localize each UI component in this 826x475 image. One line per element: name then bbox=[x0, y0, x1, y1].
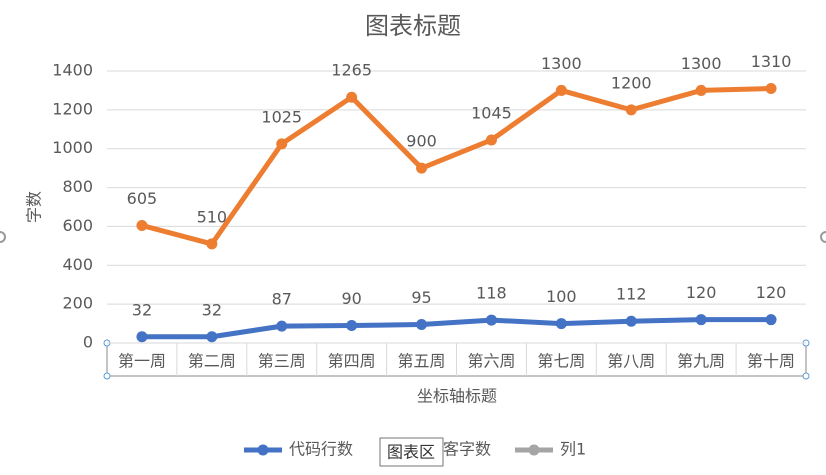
point bbox=[765, 82, 777, 94]
x-tick-label: 第三周 bbox=[258, 352, 306, 371]
point bbox=[555, 318, 567, 330]
data-label: 120 bbox=[756, 283, 787, 302]
y-tick-label: 1000 bbox=[52, 138, 93, 157]
point bbox=[136, 219, 148, 231]
x-tick-label: 第八周 bbox=[607, 352, 655, 371]
point bbox=[485, 314, 497, 326]
point bbox=[206, 331, 218, 343]
y-axis-title: 字数 bbox=[25, 191, 44, 223]
point bbox=[765, 314, 777, 326]
point bbox=[485, 134, 497, 146]
legend-marker bbox=[257, 444, 269, 456]
x-tick-label: 第六周 bbox=[467, 352, 515, 371]
point bbox=[695, 84, 707, 96]
y-tick-label: 200 bbox=[62, 294, 93, 313]
point bbox=[625, 104, 637, 116]
point bbox=[276, 138, 288, 150]
data-label: 510 bbox=[197, 207, 228, 226]
chart-handles bbox=[0, 231, 826, 243]
point bbox=[625, 315, 637, 327]
x-tick-label: 第九周 bbox=[677, 352, 725, 371]
line bbox=[141, 317, 772, 340]
data-label: 87 bbox=[272, 290, 292, 309]
point bbox=[416, 319, 428, 331]
point bbox=[346, 320, 358, 332]
x-tick-label: 第一周 bbox=[118, 352, 166, 371]
tooltip: 图表区 bbox=[387, 443, 435, 462]
x-tick-label: 第四周 bbox=[328, 352, 376, 371]
point bbox=[206, 238, 218, 250]
line bbox=[141, 85, 772, 247]
data-label: 1300 bbox=[541, 54, 582, 73]
y-tick-label: 600 bbox=[62, 216, 93, 235]
x-tick-label: 第五周 bbox=[398, 352, 446, 371]
x-tick-label: 第七周 bbox=[537, 352, 585, 371]
data-label: 1300 bbox=[681, 54, 722, 73]
point bbox=[136, 331, 148, 343]
data-label: 100 bbox=[546, 287, 577, 306]
y-tick-label: 400 bbox=[62, 255, 93, 274]
data-label: 1310 bbox=[751, 52, 792, 71]
legend-label: 列1 bbox=[560, 440, 586, 459]
y-tick-label: 0 bbox=[83, 333, 93, 352]
data-label: 1045 bbox=[471, 103, 512, 122]
data-label: 32 bbox=[132, 300, 152, 319]
point bbox=[416, 162, 428, 174]
data-label: 1025 bbox=[261, 107, 302, 126]
data-label: 118 bbox=[476, 284, 507, 303]
y-tick-label: 1400 bbox=[52, 61, 93, 80]
point bbox=[555, 84, 567, 96]
data-label: 900 bbox=[406, 132, 437, 151]
x-tick-label: 第十周 bbox=[747, 352, 795, 371]
point bbox=[346, 91, 358, 103]
data-label: 32 bbox=[202, 300, 222, 319]
legend-marker bbox=[528, 444, 540, 456]
y-tick-label: 800 bbox=[62, 177, 93, 196]
data-label: 605 bbox=[127, 189, 158, 208]
legend-label: 代码行数 bbox=[289, 440, 353, 459]
x-axis-title: 坐标轴标题 bbox=[417, 387, 497, 406]
x-tick-label: 第二周 bbox=[188, 352, 236, 371]
data-label: 90 bbox=[341, 289, 361, 308]
data-label: 1200 bbox=[611, 73, 652, 92]
data-label: 112 bbox=[616, 285, 647, 304]
point bbox=[276, 320, 288, 332]
data-label: 95 bbox=[411, 288, 431, 307]
chart-title: 图表标题 bbox=[365, 12, 461, 40]
data-label: 1265 bbox=[331, 61, 372, 80]
data-label: 120 bbox=[686, 283, 717, 302]
y-tick-label: 1200 bbox=[52, 99, 93, 118]
point bbox=[695, 314, 707, 326]
tooltip-box bbox=[379, 437, 444, 467]
